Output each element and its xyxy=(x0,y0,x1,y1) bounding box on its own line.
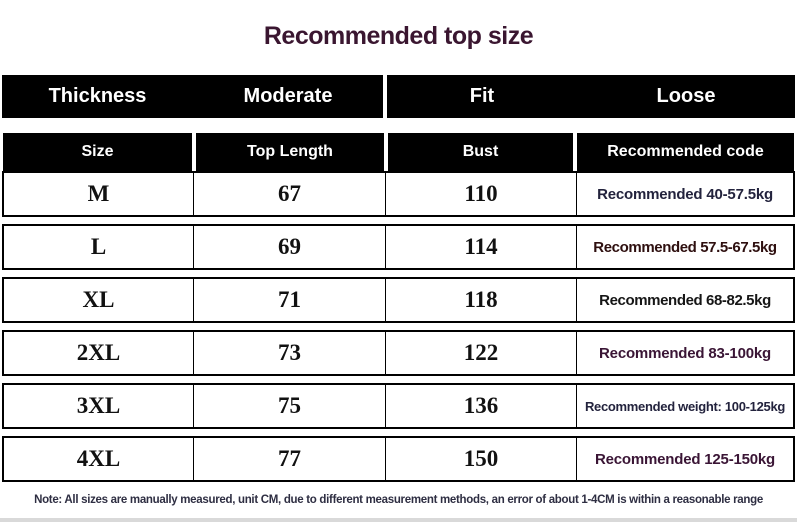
page-title: Recommended top size xyxy=(263,22,534,50)
header-moderate: Moderate xyxy=(243,85,333,107)
table-row-4xl: 4XL 77 150 Recommended 125-150kg xyxy=(2,436,795,482)
recommended-code-value: Recommended 125-150kg xyxy=(594,450,776,468)
thickness-header-right: Fit Loose xyxy=(387,75,795,118)
measurement-note: Note: All sizes are manually measured, u… xyxy=(34,493,763,506)
bust-value: 118 xyxy=(386,279,577,321)
table-row-m: M 67 110 Recommended 40-57.5kg xyxy=(2,171,795,217)
bottom-edge-strip xyxy=(0,518,797,522)
table-row-2xl: 2XL 73 122 Recommended 83-100kg xyxy=(2,330,795,376)
column-header-recommended-code: Recommended code xyxy=(577,133,794,171)
size-value: 2XL xyxy=(4,332,194,374)
top-length-value: 69 xyxy=(194,226,386,268)
bust-value: 136 xyxy=(386,385,577,427)
top-length-value: 67 xyxy=(194,173,386,215)
recommended-code-value: Recommended 68-82.5kg xyxy=(599,291,771,309)
bust-value: 150 xyxy=(386,438,577,480)
bust-value: 110 xyxy=(386,173,577,215)
column-gap xyxy=(192,133,196,171)
column-gap xyxy=(573,133,577,171)
size-value: M xyxy=(4,173,194,215)
recommended-code-value: Recommended 40-57.5kg xyxy=(597,185,773,203)
table-row-3xl: 3XL 75 136 Recommended weight: 100-125kg xyxy=(2,383,795,429)
column-header-size: Size xyxy=(3,133,192,171)
thickness-header-left: Thickness Moderate xyxy=(2,75,383,118)
size-value: L xyxy=(4,226,194,268)
table-row-xl: XL 71 118 Recommended 68-82.5kg xyxy=(2,277,795,323)
header-loose: Loose xyxy=(656,85,716,107)
bust-value: 114 xyxy=(386,226,577,268)
size-value: XL xyxy=(4,279,194,321)
header-fit: Fit xyxy=(469,85,495,107)
size-table-body: M 67 110 Recommended 40-57.5kg L 69 114 … xyxy=(2,171,795,489)
top-length-value: 77 xyxy=(194,438,386,480)
top-length-value: 73 xyxy=(194,332,386,374)
table-row-l: L 69 114 Recommended 57.5-67.5kg xyxy=(2,224,795,270)
bust-value: 122 xyxy=(386,332,577,374)
column-header-top-length: Top Length xyxy=(196,133,384,171)
thickness-header-row: Thickness Moderate Fit Loose xyxy=(2,75,795,118)
top-length-value: 75 xyxy=(194,385,386,427)
recommended-code-value: Recommended weight: 100-125kg xyxy=(584,398,786,414)
header-thickness: Thickness xyxy=(48,85,147,107)
recommended-code-value: Recommended 57.5-67.5kg xyxy=(593,238,777,256)
recommended-code-value: Recommended 83-100kg xyxy=(599,344,771,362)
size-value: 3XL xyxy=(4,385,194,427)
column-header-row: Size Top Length Bust Recommended code xyxy=(3,133,795,171)
header-gap xyxy=(383,75,387,118)
column-header-bust: Bust xyxy=(388,133,573,171)
top-length-value: 71 xyxy=(194,279,386,321)
size-value: 4XL xyxy=(4,438,194,480)
column-gap xyxy=(384,133,388,171)
